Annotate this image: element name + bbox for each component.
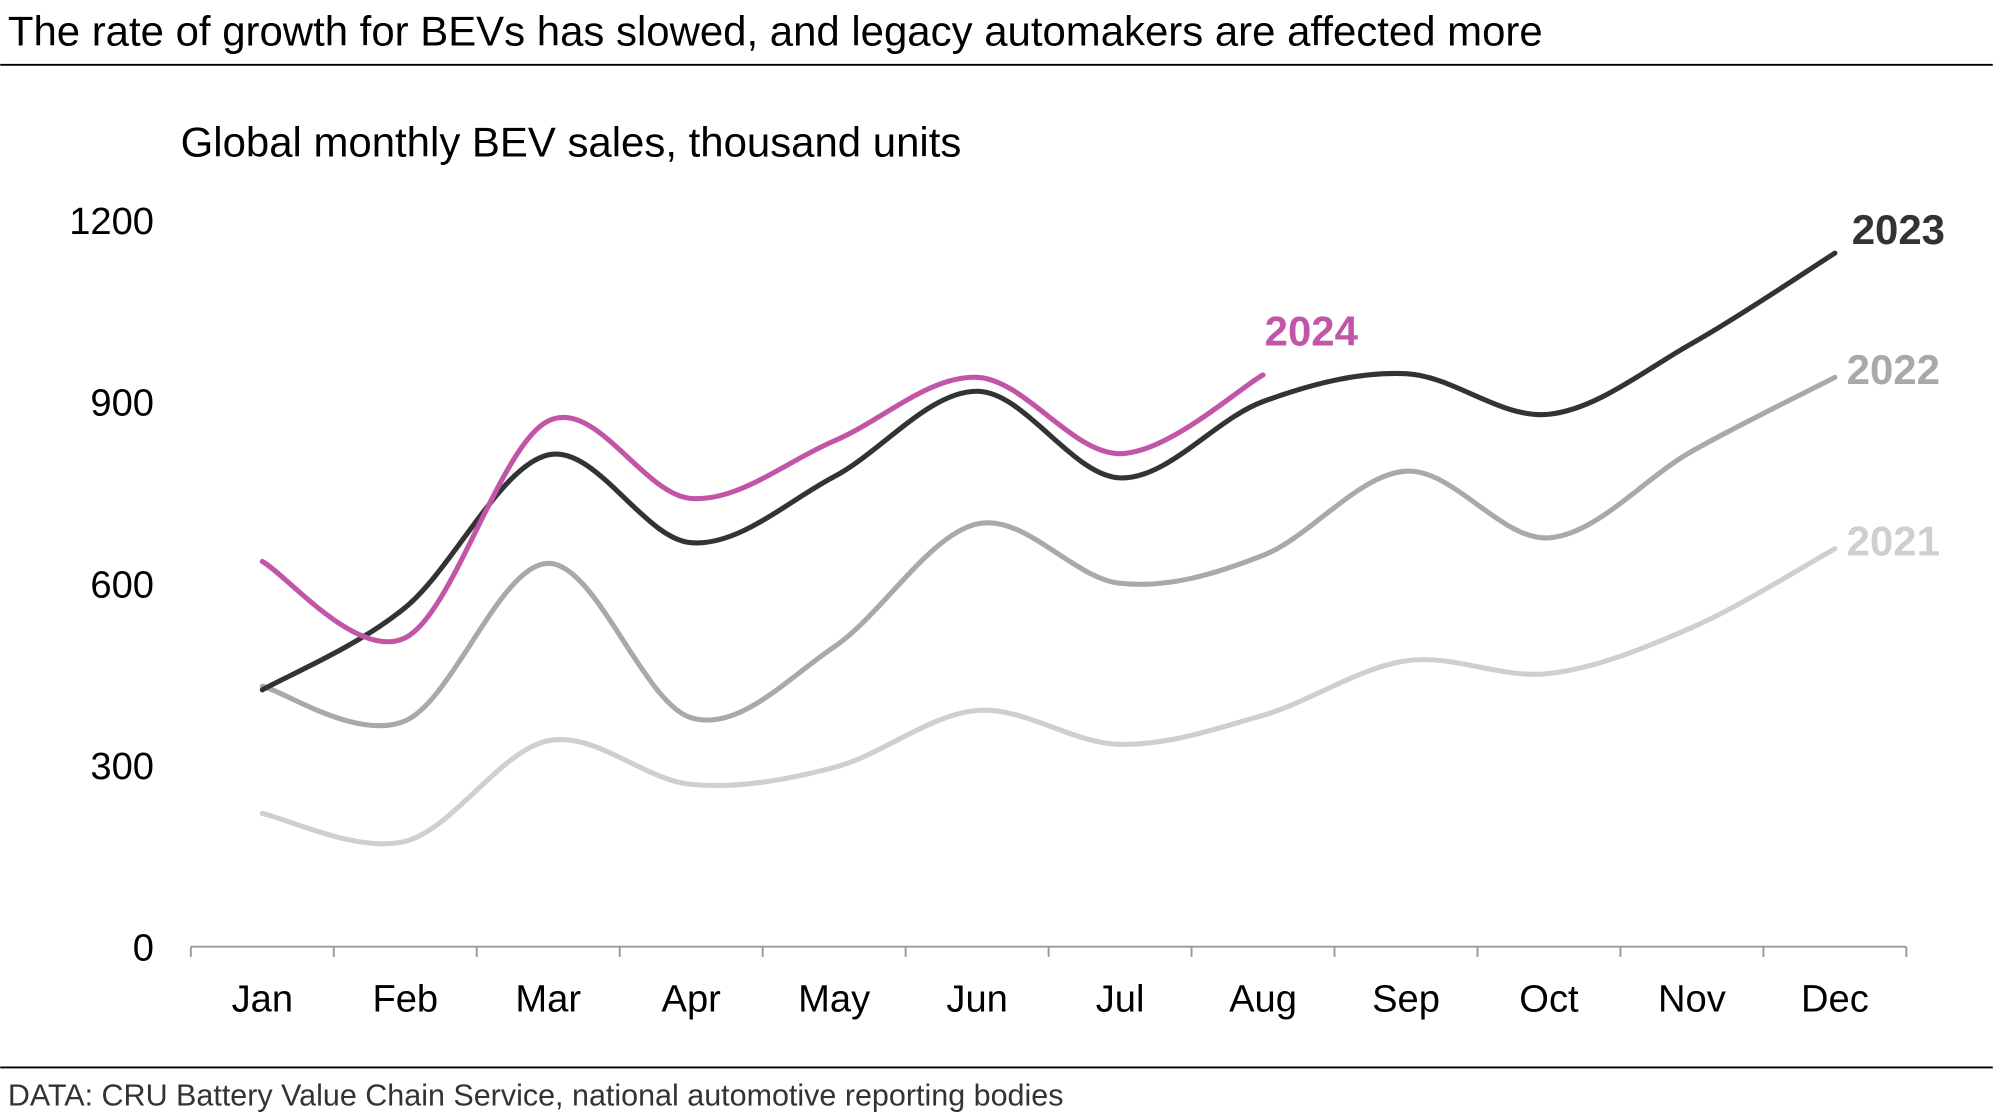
series-line-2023 [259, 250, 1838, 693]
x-tick-label: Jan [232, 978, 293, 1021]
source-note: DATA: CRU Battery Value Chain Service, n… [8, 1079, 1064, 1113]
page-title: The rate of growth for BEVs has slowed, … [8, 8, 1543, 55]
series-label-2023: 2023 [1852, 206, 1945, 253]
x-tick-label: Aug [1229, 978, 1297, 1021]
series-line-2021 [259, 546, 1838, 847]
x-tick-label: Feb [372, 978, 438, 1021]
series-label-2021: 2021 [1847, 517, 1940, 564]
x-tick-label: Jun [946, 978, 1007, 1021]
x-tick-label: Mar [515, 978, 581, 1021]
x-tick-label: Oct [1519, 978, 1579, 1021]
series-label-2024: 2024 [1265, 308, 1359, 355]
x-tick-label: Sep [1372, 978, 1440, 1021]
x-axis: Jan Feb Mar Apr May Jun Jul Aug Sep Oct Nov Dec [189, 945, 1908, 1021]
y-tick-label: 300 [90, 745, 154, 788]
x-tick-label: Dec [1801, 978, 1869, 1021]
y-axis: 0 300 600 900 1200 [69, 200, 154, 970]
series-label-2022: 2022 [1847, 346, 1940, 393]
x-tick-label: Jul [1096, 978, 1145, 1021]
y-tick-label: 900 [90, 382, 154, 425]
x-tick-label: May [798, 978, 870, 1021]
series-lines [259, 250, 1838, 847]
series-line-2024 [259, 372, 1266, 645]
y-tick-label: 0 [133, 927, 154, 970]
x-tick-label: Apr [662, 978, 722, 1021]
series-labels: 2021 2022 2023 2024 [1265, 206, 1945, 564]
x-tick-label: Nov [1658, 978, 1726, 1021]
y-tick-label: 1200 [69, 200, 154, 243]
series-line-2022 [259, 374, 1838, 729]
chart-title: Global monthly BEV sales, thousand units [181, 118, 962, 165]
y-tick-label: 600 [90, 563, 154, 606]
